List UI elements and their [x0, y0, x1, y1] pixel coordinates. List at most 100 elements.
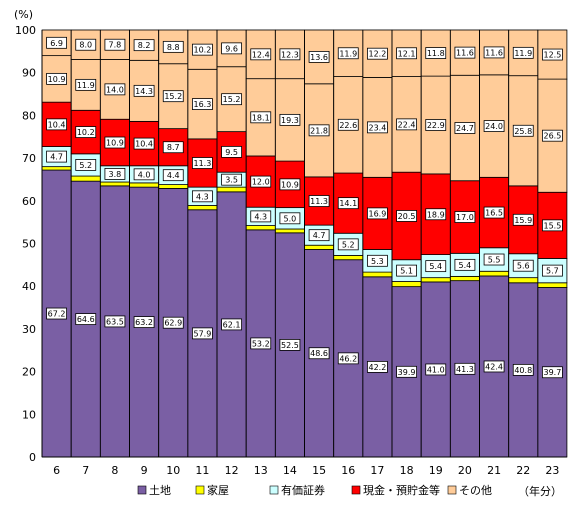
data-label: 41.3 [456, 365, 474, 374]
y-tick-label: 40 [22, 280, 36, 293]
data-label: 8.8 [167, 43, 180, 52]
legend-swatch [447, 485, 457, 495]
data-label: 15.5 [544, 221, 562, 230]
data-label-box [104, 38, 126, 51]
data-label-box [396, 365, 417, 378]
data-label-box [308, 229, 330, 242]
data-label: 15.2 [164, 92, 182, 101]
legend-label: 土地 [149, 484, 171, 497]
data-label-box [46, 72, 67, 85]
data-label: 5.4 [429, 262, 442, 271]
y-tick-label: 70 [22, 152, 36, 165]
data-label: 12.5 [544, 51, 562, 60]
data-label-box [279, 113, 301, 126]
data-label-box [250, 175, 272, 188]
data-label-box [542, 219, 563, 232]
data-label-box [425, 208, 447, 221]
data-label-box [512, 363, 534, 376]
axes: 0 10 20 30 40 50 60 70 80 90 100 6 7 8 9 10 11 12 13 14 15 16… [15, 24, 567, 477]
data-label-box [483, 253, 505, 266]
data-label-box [133, 137, 155, 150]
bar-segment [158, 184, 189, 189]
x-tick-label: 16 [341, 464, 355, 477]
data-label: 22.4 [398, 120, 416, 129]
data-label-box [542, 129, 563, 142]
bar-segment [450, 275, 480, 282]
x-tick-label: 7 [82, 464, 89, 477]
data-label: 9.6 [225, 44, 238, 53]
y-tick-label: 0 [29, 451, 36, 464]
data-label-box [75, 78, 97, 91]
data-label: 26.5 [544, 132, 562, 141]
data-label-box [396, 47, 417, 60]
data-label-box [337, 118, 359, 131]
data-label-box [454, 122, 476, 134]
data-label-box [542, 48, 563, 61]
data-label: 11.9 [514, 49, 532, 58]
data-label-box [367, 207, 388, 220]
y-tick-label: 100 [15, 24, 36, 37]
data-label-box [46, 307, 67, 320]
data-label-box [483, 46, 505, 59]
x-tick-label: 10 [166, 464, 180, 477]
bar-segment [391, 281, 422, 288]
data-label-box [396, 210, 417, 222]
legend-swatch [137, 485, 147, 495]
data-label-box [367, 47, 388, 60]
data-label-box [308, 124, 330, 137]
data-labels: 67.2 4.7 10.4 10.9 6.9 64.6 5.2 10.2 11.9 8.0 63.5… [46, 36, 563, 379]
data-label-box [221, 42, 242, 55]
x-tick-label: 9 [141, 464, 148, 477]
data-label: 5.3 [371, 257, 384, 266]
data-label-box [104, 167, 126, 180]
data-label-box [221, 146, 242, 158]
y-tick-label: 60 [22, 195, 36, 208]
data-label: 22.9 [427, 121, 445, 130]
data-label: 62.9 [164, 319, 182, 328]
data-label-box [162, 141, 184, 154]
data-label-box [192, 43, 213, 56]
data-label: 39.9 [398, 368, 416, 377]
data-label-box [192, 157, 213, 169]
data-label-box [192, 190, 213, 203]
data-label: 18.1 [252, 113, 270, 122]
x-tick-label: 21 [487, 464, 501, 477]
data-label: 12.0 [252, 178, 270, 187]
legend: 土地 家屋 有価証券 現金・預貯金等 その他 [137, 483, 492, 497]
data-label-box [221, 93, 242, 106]
legend-swatch [351, 485, 361, 495]
y-tick-label: 20 [22, 366, 36, 379]
data-label: 5.4 [459, 261, 472, 270]
data-label-box [162, 90, 184, 103]
data-label-box [337, 47, 359, 60]
data-label-box [279, 48, 301, 61]
x-tick-label: 15 [312, 464, 326, 477]
data-label-box [75, 126, 97, 138]
data-label: 63.5 [106, 317, 124, 326]
x-axis-unit-label: （年分） [518, 484, 562, 498]
data-label: 11.9 [77, 81, 95, 90]
data-label-box [250, 111, 272, 124]
bar-segment [420, 277, 451, 283]
data-label: 21.8 [310, 126, 328, 135]
data-label: 11.6 [485, 48, 503, 57]
data-label-box [512, 124, 534, 137]
data-label-box [454, 362, 476, 375]
y-tick-label: 90 [22, 67, 36, 80]
legend-label: 現金・預貯金等 [363, 483, 440, 497]
data-label: 5.6 [517, 262, 530, 271]
y-tick-label: 10 [22, 408, 36, 421]
data-label-box [337, 238, 359, 251]
bar-segment [479, 270, 509, 277]
data-label: 4.3 [196, 192, 209, 201]
legend-swatch [269, 485, 279, 495]
x-tick-label: 13 [254, 464, 268, 477]
data-label: 16.9 [369, 209, 387, 218]
data-label: 25.8 [514, 127, 532, 136]
data-label-box [512, 213, 534, 226]
data-label: 17.0 [456, 213, 474, 222]
data-label-box [133, 316, 155, 328]
data-label: 10.2 [77, 128, 95, 137]
data-label: 12.2 [369, 50, 387, 59]
data-label-box [75, 38, 97, 51]
